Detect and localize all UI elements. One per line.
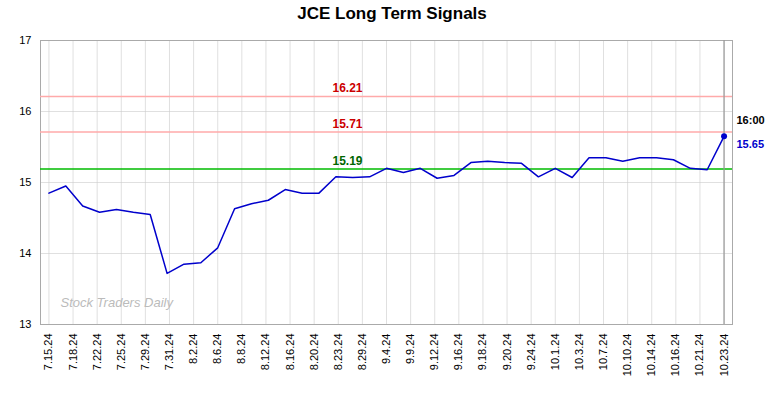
svg-text:7.22.24: 7.22.24: [91, 334, 103, 371]
svg-text:8.12.24: 8.12.24: [259, 334, 271, 371]
svg-text:8.16.24: 8.16.24: [284, 334, 296, 371]
svg-text:17: 17: [19, 34, 31, 46]
svg-text:10.16.24: 10.16.24: [669, 334, 681, 377]
svg-text:15.71: 15.71: [332, 117, 362, 131]
svg-text:15.65: 15.65: [737, 138, 765, 150]
svg-text:14: 14: [19, 247, 31, 259]
svg-text:13: 13: [19, 318, 31, 330]
svg-text:9.20.24: 9.20.24: [501, 334, 513, 371]
svg-text:9.4.24: 9.4.24: [380, 334, 392, 365]
svg-text:16: 16: [19, 105, 31, 117]
svg-text:10.14.24: 10.14.24: [645, 334, 657, 377]
svg-text:9.18.24: 9.18.24: [476, 334, 488, 371]
svg-text:8.23.24: 8.23.24: [332, 334, 344, 371]
svg-text:16.21: 16.21: [332, 81, 362, 95]
svg-text:10.10.24: 10.10.24: [621, 334, 633, 377]
svg-text:8.20.24: 8.20.24: [308, 334, 320, 371]
svg-text:10.3.24: 10.3.24: [573, 334, 585, 371]
svg-text:10.7.24: 10.7.24: [597, 334, 609, 371]
svg-text:7.29.24: 7.29.24: [139, 334, 151, 371]
svg-text:15.19: 15.19: [332, 154, 362, 168]
html-text:JCE Long Term Signals: JCE Long Term Signals: [297, 4, 487, 23]
svg-text:7.15.24: 7.15.24: [42, 334, 54, 371]
svg-text:10.23.24: 10.23.24: [718, 334, 730, 377]
svg-text:8.6.24: 8.6.24: [211, 334, 223, 365]
svg-text:9.9.24: 9.9.24: [404, 334, 416, 365]
svg-text:7.18.24: 7.18.24: [67, 334, 79, 371]
svg-text:7.25.24: 7.25.24: [115, 334, 127, 371]
svg-text:Stock Traders Daily: Stock Traders Daily: [61, 295, 175, 310]
svg-text:10.21.24: 10.21.24: [693, 334, 705, 377]
svg-text:9.24.24: 9.24.24: [525, 334, 537, 371]
svg-text:9.16.24: 9.16.24: [452, 334, 464, 371]
svg-text:7.31.24: 7.31.24: [163, 334, 175, 371]
svg-text:8.29.24: 8.29.24: [356, 334, 368, 371]
svg-text:16:00: 16:00: [737, 114, 765, 126]
svg-text:15: 15: [19, 176, 31, 188]
svg-text:8.2.24: 8.2.24: [187, 334, 199, 365]
svg-text:9.12.24: 9.12.24: [428, 334, 440, 371]
svg-text:8.8.24: 8.8.24: [235, 334, 247, 365]
svg-text:10.1.24: 10.1.24: [549, 334, 561, 371]
